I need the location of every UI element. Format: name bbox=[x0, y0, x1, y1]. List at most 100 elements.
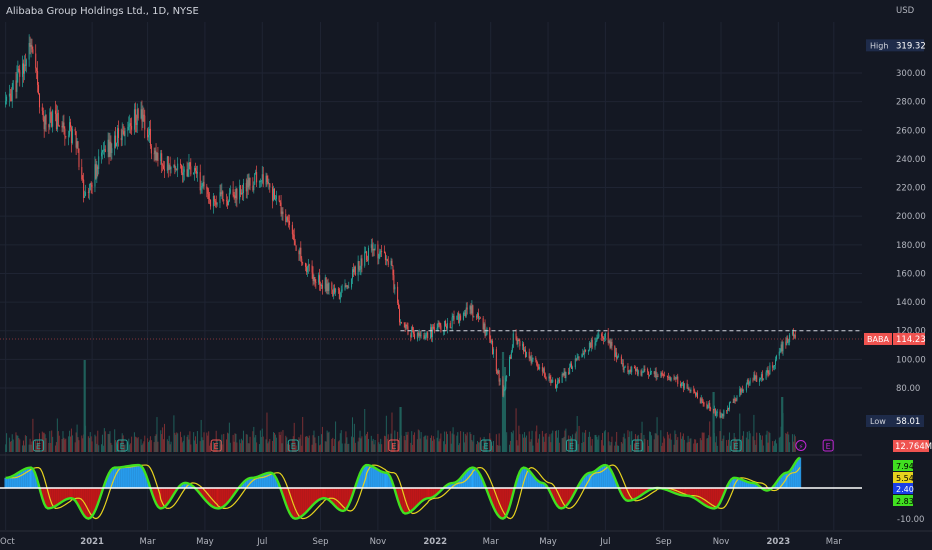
volume-bar bbox=[366, 434, 368, 452]
price-tick-label: 280.00 bbox=[896, 98, 926, 108]
osc-histogram bbox=[785, 472, 788, 488]
candle bbox=[361, 258, 363, 266]
candle bbox=[413, 330, 415, 335]
high-value-tag bbox=[894, 39, 924, 52]
osc-histogram bbox=[376, 469, 380, 488]
volume-bar bbox=[339, 433, 341, 452]
volume-bar bbox=[607, 432, 609, 452]
volume-bar bbox=[549, 434, 551, 452]
osc-histogram bbox=[94, 488, 98, 509]
candle bbox=[252, 185, 254, 191]
volume-bar bbox=[358, 437, 360, 452]
osc-histogram bbox=[305, 488, 308, 512]
osc-histogram bbox=[558, 488, 561, 508]
volume-bar bbox=[453, 434, 455, 452]
osc-histogram bbox=[613, 478, 616, 488]
osc-histogram bbox=[611, 473, 615, 488]
volume-bar bbox=[614, 445, 616, 452]
volume-bar bbox=[321, 426, 323, 452]
volume-bar bbox=[241, 438, 243, 452]
candle bbox=[563, 371, 565, 376]
osc-histogram bbox=[105, 477, 109, 488]
candle bbox=[278, 195, 280, 201]
volume-bar bbox=[541, 430, 543, 452]
candle bbox=[628, 371, 630, 373]
volume-bar bbox=[254, 437, 256, 452]
volume-bar bbox=[742, 435, 744, 452]
candle bbox=[484, 323, 486, 336]
candle bbox=[508, 356, 510, 377]
volume-bar bbox=[492, 445, 494, 452]
volume-bar bbox=[54, 445, 56, 452]
volume-bar bbox=[741, 439, 743, 452]
candle bbox=[416, 332, 418, 339]
candle bbox=[235, 188, 237, 198]
candle bbox=[460, 315, 462, 320]
candle bbox=[722, 414, 724, 417]
candle bbox=[505, 377, 507, 389]
candle bbox=[383, 251, 385, 254]
candle bbox=[345, 285, 347, 287]
volume-bar bbox=[202, 440, 204, 452]
volume-bar bbox=[64, 439, 66, 452]
volume-bar bbox=[405, 431, 407, 452]
candle bbox=[670, 377, 672, 381]
volume-bar bbox=[548, 436, 550, 452]
volume-bar bbox=[555, 431, 557, 452]
volume-bar bbox=[148, 442, 150, 452]
candle bbox=[32, 49, 34, 54]
volume-bar bbox=[483, 436, 485, 452]
candle bbox=[96, 166, 98, 179]
volume-bar bbox=[307, 437, 309, 452]
volume-bar bbox=[102, 445, 104, 452]
candle bbox=[354, 267, 356, 276]
candle bbox=[607, 332, 609, 343]
candle bbox=[440, 325, 442, 332]
osc-histogram bbox=[228, 488, 231, 501]
candle bbox=[622, 363, 624, 370]
candle bbox=[715, 413, 717, 416]
candle bbox=[308, 264, 310, 266]
candle bbox=[431, 326, 433, 338]
volume-bar bbox=[416, 439, 418, 452]
earnings-label: E bbox=[214, 442, 219, 451]
volume-bar bbox=[451, 433, 453, 452]
volume-bar bbox=[615, 441, 617, 452]
volume-bar bbox=[660, 430, 662, 452]
osc-histogram bbox=[286, 488, 289, 509]
osc-histogram bbox=[152, 488, 156, 500]
osc-histogram bbox=[589, 472, 592, 488]
candle bbox=[723, 410, 725, 417]
candle bbox=[366, 251, 368, 261]
osc-value-4: 2.83 bbox=[896, 497, 914, 506]
osc-histogram bbox=[117, 467, 120, 488]
osc-histogram bbox=[670, 488, 674, 493]
osc-histogram bbox=[417, 488, 420, 505]
candle bbox=[446, 326, 448, 329]
volume-bar bbox=[551, 433, 553, 452]
volume-bar bbox=[585, 430, 587, 452]
candle bbox=[187, 169, 189, 177]
volume-bar bbox=[775, 443, 777, 452]
volume-bar bbox=[391, 412, 393, 452]
time-axis: Oct 2021 Mar May Jul Sep Nov 2022 Mar May Jul Sep No… bbox=[0, 530, 932, 547]
candle bbox=[177, 163, 179, 170]
volume-bar bbox=[76, 424, 78, 452]
candle bbox=[689, 389, 691, 392]
candle bbox=[565, 372, 567, 379]
volume-bar bbox=[436, 437, 438, 452]
candle bbox=[712, 409, 714, 411]
osc-histogram bbox=[52, 488, 55, 508]
osc-histogram bbox=[732, 477, 736, 488]
candle bbox=[31, 44, 33, 50]
osc-histogram bbox=[299, 488, 303, 517]
candle bbox=[414, 334, 416, 339]
candle bbox=[302, 262, 304, 264]
candle bbox=[453, 315, 455, 320]
osc-histogram bbox=[288, 488, 291, 513]
volume-bar bbox=[75, 432, 77, 452]
volume-bar bbox=[749, 433, 751, 452]
candle bbox=[739, 388, 741, 397]
volume-bar bbox=[136, 438, 138, 452]
